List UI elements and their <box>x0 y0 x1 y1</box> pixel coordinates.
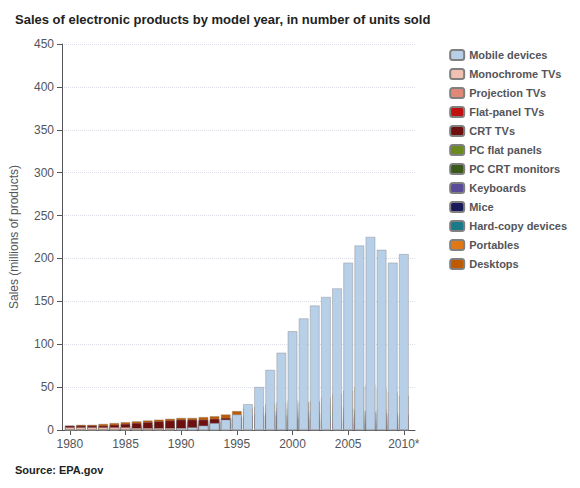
svg-text:Sales (millions of products): Sales (millions of products) <box>7 165 21 309</box>
svg-text:0: 0 <box>47 423 54 437</box>
svg-text:CRT TVs: CRT TVs <box>469 125 515 137</box>
svg-text:Mice: Mice <box>469 201 493 213</box>
svg-text:1995: 1995 <box>223 437 250 451</box>
svg-text:150: 150 <box>34 294 54 308</box>
svg-text:PC flat panels: PC flat panels <box>469 144 542 156</box>
svg-text:450: 450 <box>34 37 54 51</box>
svg-text:Sales of electronic products b: Sales of electronic products by model ye… <box>15 12 430 27</box>
svg-text:Flat-panel TVs: Flat-panel TVs <box>469 106 544 118</box>
svg-text:2010*: 2010* <box>388 437 420 451</box>
svg-text:2005: 2005 <box>335 437 362 451</box>
svg-text:Projection TVs: Projection TVs <box>469 87 546 99</box>
svg-text:Keyboards: Keyboards <box>469 182 526 194</box>
svg-text:250: 250 <box>34 209 54 223</box>
svg-text:Portables: Portables <box>469 239 519 251</box>
svg-text:Hard-copy devices: Hard-copy devices <box>469 220 567 232</box>
svg-text:1985: 1985 <box>112 437 139 451</box>
svg-text:Desktops: Desktops <box>469 258 519 270</box>
svg-text:PC CRT monitors: PC CRT monitors <box>469 163 560 175</box>
svg-text:Source: EPA.gov: Source: EPA.gov <box>15 464 104 476</box>
svg-text:Monochrome TVs: Monochrome TVs <box>469 68 561 80</box>
svg-text:100: 100 <box>34 337 54 351</box>
svg-text:300: 300 <box>34 166 54 180</box>
svg-text:400: 400 <box>34 80 54 94</box>
svg-text:350: 350 <box>34 123 54 137</box>
svg-text:2000: 2000 <box>279 437 306 451</box>
svg-text:1980: 1980 <box>56 437 83 451</box>
svg-text:50: 50 <box>41 380 55 394</box>
svg-text:200: 200 <box>34 251 54 265</box>
svg-text:Mobile devices: Mobile devices <box>469 49 547 61</box>
svg-text:1990: 1990 <box>168 437 195 451</box>
